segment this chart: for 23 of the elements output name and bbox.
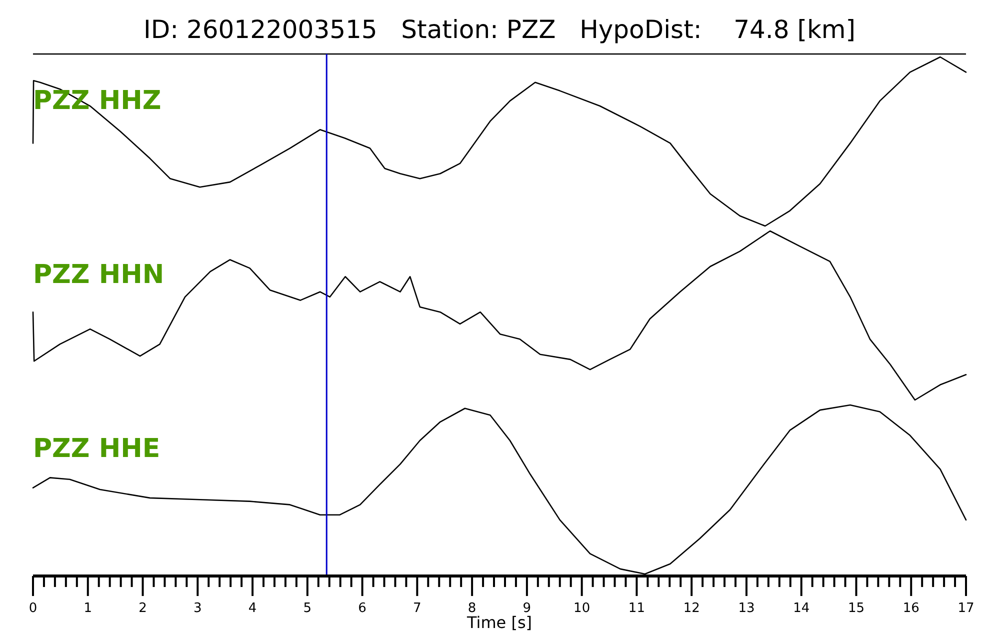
series-label: PZZ HHN bbox=[33, 260, 164, 290]
x-tick-label: 10 bbox=[574, 601, 590, 616]
x-tick-label: 6 bbox=[358, 601, 366, 616]
x-tick-label: 14 bbox=[793, 601, 810, 616]
x-axis-title: Time [s] bbox=[466, 613, 532, 632]
x-tick-label: 3 bbox=[194, 601, 202, 616]
x-tick-label: 7 bbox=[413, 601, 422, 616]
x-tick-label: 5 bbox=[303, 601, 312, 616]
x-tick-label: 11 bbox=[628, 601, 645, 616]
x-tick-label: 9 bbox=[522, 601, 532, 616]
x-tick-label: 1 bbox=[84, 601, 92, 616]
x-tick-label: 16 bbox=[902, 601, 920, 616]
x-tick-label: 2 bbox=[138, 601, 147, 616]
x-tick-label: 13 bbox=[738, 601, 755, 616]
series-label: PZZ HHE bbox=[33, 434, 160, 464]
x-tick-label: 12 bbox=[683, 601, 700, 616]
x-tick-label: 0 bbox=[28, 601, 38, 616]
series-label: PZZ HHZ bbox=[33, 86, 162, 116]
x-tick-label: 17 bbox=[958, 601, 974, 616]
x-tick-label: 8 bbox=[468, 601, 476, 616]
x-tick-label: 15 bbox=[848, 601, 865, 616]
x-tick-label: 4 bbox=[248, 601, 257, 616]
chart-title: ID: 260122003515 Station: PZZ HypoDist: 74.8 [km] bbox=[143, 15, 856, 44]
